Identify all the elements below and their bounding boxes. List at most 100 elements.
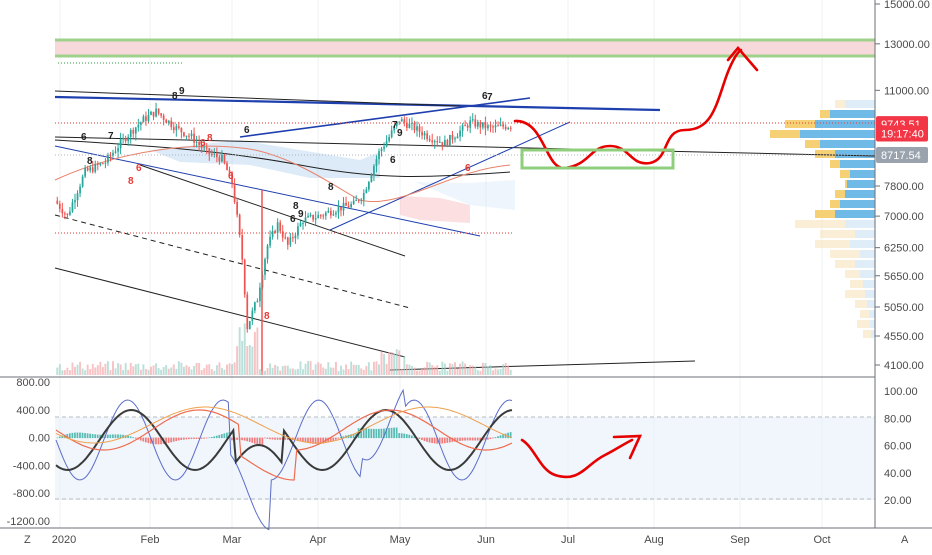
volume-bar bbox=[446, 370, 449, 375]
volume-bar bbox=[104, 363, 107, 375]
oscillator-histogram-bar bbox=[215, 435, 218, 439]
oscillator-histogram-bar bbox=[205, 437, 208, 439]
candle-body bbox=[102, 163, 104, 165]
candle-body bbox=[137, 124, 140, 128]
candle-body bbox=[426, 133, 428, 139]
volume-bar bbox=[162, 367, 165, 375]
oscillator-histogram-bar bbox=[279, 437, 281, 440]
volume-bar bbox=[170, 367, 173, 375]
volume-bar bbox=[182, 366, 185, 375]
volume-bar bbox=[408, 364, 411, 375]
candle-body bbox=[400, 119, 403, 122]
oscillator-histogram-bar bbox=[284, 437, 287, 440]
candle-body bbox=[352, 200, 355, 204]
volume-profile-bar bbox=[820, 230, 855, 238]
oscillator-histogram-bar bbox=[251, 437, 254, 443]
volume-bar bbox=[347, 369, 350, 375]
volume-bar bbox=[139, 369, 142, 375]
oscillator-histogram-bar bbox=[99, 434, 102, 439]
oscillator-histogram-bar bbox=[177, 437, 180, 441]
volume-bar bbox=[314, 364, 317, 375]
timezone-button[interactable]: Z bbox=[24, 534, 31, 546]
oscillator-histogram-bar bbox=[340, 437, 342, 439]
volume-bar bbox=[481, 362, 484, 375]
volume-bar bbox=[474, 366, 477, 375]
volume-profile-bar bbox=[835, 100, 845, 108]
volume-bar bbox=[479, 370, 482, 375]
candle-body bbox=[479, 122, 482, 128]
oscillator-left-tick-label: 800.00 bbox=[16, 377, 50, 389]
candle-body bbox=[185, 135, 188, 137]
candle-body bbox=[248, 321, 251, 330]
candle-body bbox=[494, 125, 497, 128]
oscillator-histogram-bar bbox=[119, 434, 122, 439]
candle-body bbox=[446, 140, 449, 146]
volume-profile-bar bbox=[815, 240, 850, 248]
volume-bar bbox=[383, 353, 386, 375]
oscillator-histogram-bar bbox=[319, 437, 322, 444]
oscillator-histogram-bar bbox=[329, 437, 332, 442]
candle-body bbox=[373, 166, 375, 176]
candle-body bbox=[357, 200, 360, 202]
volume-bar bbox=[319, 363, 322, 375]
oscillator-histogram-bar bbox=[213, 436, 216, 439]
svg-text:7: 7 bbox=[392, 120, 398, 131]
candle-body bbox=[183, 132, 185, 137]
candle-body bbox=[418, 126, 421, 132]
oscillator-histogram-bar bbox=[91, 434, 94, 439]
oscillator-histogram-bar bbox=[71, 432, 74, 439]
volume-profile-bar bbox=[855, 260, 875, 268]
volume-profile-bar bbox=[850, 170, 875, 178]
candle-body bbox=[167, 120, 170, 123]
candle-body bbox=[127, 136, 130, 142]
volume-bar bbox=[329, 367, 332, 375]
oscillator-histogram-bar bbox=[170, 437, 173, 443]
volume-bar bbox=[296, 368, 299, 375]
svg-text:6: 6 bbox=[244, 125, 250, 136]
volume-bar bbox=[410, 365, 413, 375]
volume-bar bbox=[193, 365, 196, 375]
volume-profile-bar bbox=[830, 110, 875, 118]
oscillator-histogram-bar bbox=[428, 437, 431, 443]
oscillator-histogram-bar bbox=[378, 428, 380, 439]
candle-body bbox=[385, 141, 388, 147]
oscillator-histogram-bar bbox=[175, 437, 178, 442]
volume-bar bbox=[294, 369, 297, 375]
volume-bar bbox=[291, 368, 294, 375]
svg-text:6: 6 bbox=[290, 214, 296, 225]
candle-body bbox=[193, 133, 195, 143]
candle-body bbox=[342, 202, 345, 211]
oscillator-histogram-bar bbox=[441, 437, 444, 444]
volume-bar bbox=[251, 346, 254, 375]
price-axis[interactable]: 15000.00 13000.00 11000.00 7800.00 7000.00 62… bbox=[875, 0, 930, 372]
time-axis[interactable]: 2020 Feb Mar Apr May Jun Jul Aug Sep Oct bbox=[52, 534, 831, 546]
candle-body bbox=[362, 192, 365, 200]
oscillator-histogram-bar bbox=[469, 437, 471, 441]
volume-profile-bar bbox=[795, 220, 845, 228]
candle-body bbox=[307, 215, 309, 218]
oscillator-histogram-bar bbox=[269, 437, 271, 440]
volume-bar bbox=[317, 362, 320, 375]
volume-profile-bar bbox=[835, 150, 875, 158]
candle-body bbox=[178, 126, 180, 128]
candle-body bbox=[345, 202, 347, 206]
candle-body bbox=[269, 236, 271, 246]
candle-body bbox=[165, 119, 168, 123]
oscillator-histogram-bar bbox=[400, 433, 403, 439]
oscillator-histogram-bar bbox=[497, 436, 499, 439]
volume-bar bbox=[137, 363, 140, 375]
candle-body bbox=[299, 223, 302, 227]
oscillator-histogram-bar bbox=[248, 437, 251, 442]
volume-bar bbox=[436, 365, 439, 375]
oscillator-histogram-bar bbox=[218, 434, 221, 439]
oscillator-histogram-bar bbox=[172, 437, 175, 442]
volume-bar bbox=[79, 361, 82, 375]
oscillator-histogram-bar bbox=[286, 437, 289, 440]
volume-bar bbox=[109, 370, 112, 375]
oscillator-histogram-bar bbox=[56, 437, 59, 439]
auto-scale-button[interactable]: A bbox=[901, 534, 909, 546]
volume-profile-bar bbox=[865, 290, 875, 298]
volume-profile-bar bbox=[845, 290, 865, 298]
